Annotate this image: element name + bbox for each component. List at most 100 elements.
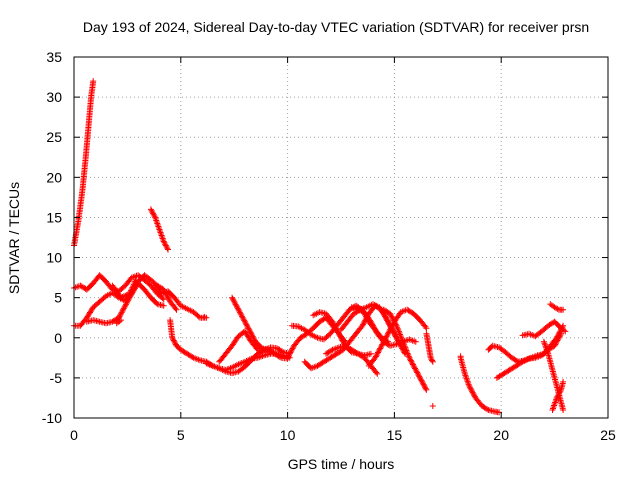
data-point: [247, 329, 254, 336]
data-point: [372, 326, 379, 333]
data-point: [121, 304, 128, 310]
data-point: [368, 320, 375, 327]
data-point: [234, 305, 241, 312]
data-point: [249, 333, 256, 340]
data-point: [333, 325, 339, 332]
data-point: [339, 337, 346, 344]
data-point: [118, 310, 124, 317]
x-tick-label: 25: [600, 427, 616, 443]
data-point: [248, 330, 255, 337]
data-point: [118, 317, 124, 324]
data-point: [159, 295, 166, 302]
data-point: [231, 298, 238, 305]
data-point: [367, 318, 374, 325]
data-point: [466, 382, 473, 389]
data-point: [371, 325, 378, 332]
data-point: [382, 334, 389, 341]
data-point: [555, 336, 562, 343]
data-point: [416, 373, 423, 380]
data-point: [246, 326, 253, 333]
data-point: [406, 354, 413, 361]
data-point: [560, 327, 567, 334]
data-point: [160, 302, 167, 309]
data-point: [118, 309, 125, 316]
data-point: [331, 322, 338, 329]
data-point: [229, 296, 236, 302]
data-point: [404, 350, 411, 357]
data-point: [409, 361, 416, 368]
data-point: [236, 308, 243, 314]
data-point: [279, 348, 285, 355]
data-point: [244, 322, 250, 329]
data-point: [423, 325, 430, 332]
series-arc-11: [229, 294, 291, 362]
data-point: [171, 338, 178, 345]
data-point: [412, 366, 419, 373]
data-point: [164, 245, 171, 252]
data-point: [169, 334, 176, 341]
x-tick-label: 5: [177, 427, 185, 443]
data-point: [165, 294, 171, 301]
data-point: [429, 358, 436, 365]
data-point: [560, 306, 567, 313]
data-point: [379, 341, 386, 348]
data-point: [558, 330, 564, 337]
data-point: [116, 318, 123, 325]
data-point: [377, 344, 384, 351]
data-point: [553, 340, 559, 347]
data-point: [551, 342, 558, 349]
data-point: [469, 388, 475, 395]
series-arc-2: [71, 272, 167, 303]
data-point: [148, 207, 155, 214]
data-point: [237, 310, 244, 317]
data-point: [229, 294, 236, 301]
data-point: [241, 317, 248, 324]
data-point: [389, 314, 396, 321]
data-point: [557, 388, 564, 395]
data-point: [241, 318, 248, 325]
series-arc-22: [457, 354, 503, 416]
data-point: [427, 354, 434, 361]
data-point: [164, 293, 171, 300]
ticks: 0 5 10 15 20 25 -10 -5 0 5 10 15 20 25 30 35: [42, 49, 616, 443]
x-tick-label: 15: [387, 427, 403, 443]
series-arc-27: [549, 378, 567, 413]
data-point: [390, 316, 396, 323]
series-arc-6: [147, 206, 171, 253]
data-point: [408, 358, 415, 365]
data-point: [391, 318, 398, 325]
data-point: [560, 407, 567, 413]
data-point: [189, 354, 196, 360]
data-point: [401, 343, 408, 350]
data-point: [560, 378, 567, 385]
data-point: [235, 306, 242, 313]
data-point: [422, 323, 429, 330]
data-point: [457, 353, 464, 360]
data-point: [428, 356, 435, 363]
data-point: [122, 292, 129, 299]
data-point: [231, 300, 238, 306]
data-point: [330, 320, 337, 327]
data-point: [285, 353, 292, 360]
data-point: [90, 78, 97, 85]
data-point: [195, 313, 202, 320]
data-point: [284, 354, 291, 361]
data-point: [375, 349, 381, 356]
data-point: [372, 353, 379, 360]
data-point: [385, 329, 392, 336]
data-point: [201, 313, 208, 320]
data-point: [466, 384, 473, 391]
series-arc-28: [547, 301, 567, 313]
data-point: [243, 321, 250, 328]
data-point: [418, 377, 425, 384]
data-point: [337, 333, 344, 340]
data-point: [172, 305, 179, 312]
data-point: [230, 297, 237, 304]
data-point: [118, 294, 124, 301]
chart-title: Day 193 of 2024, Sidereal Day-to-day VTE…: [83, 19, 589, 35]
data-point: [123, 300, 130, 306]
data-point: [555, 334, 562, 341]
data-point: [123, 301, 129, 308]
y-tick-label: 0: [54, 330, 62, 346]
data-point: [468, 386, 475, 393]
